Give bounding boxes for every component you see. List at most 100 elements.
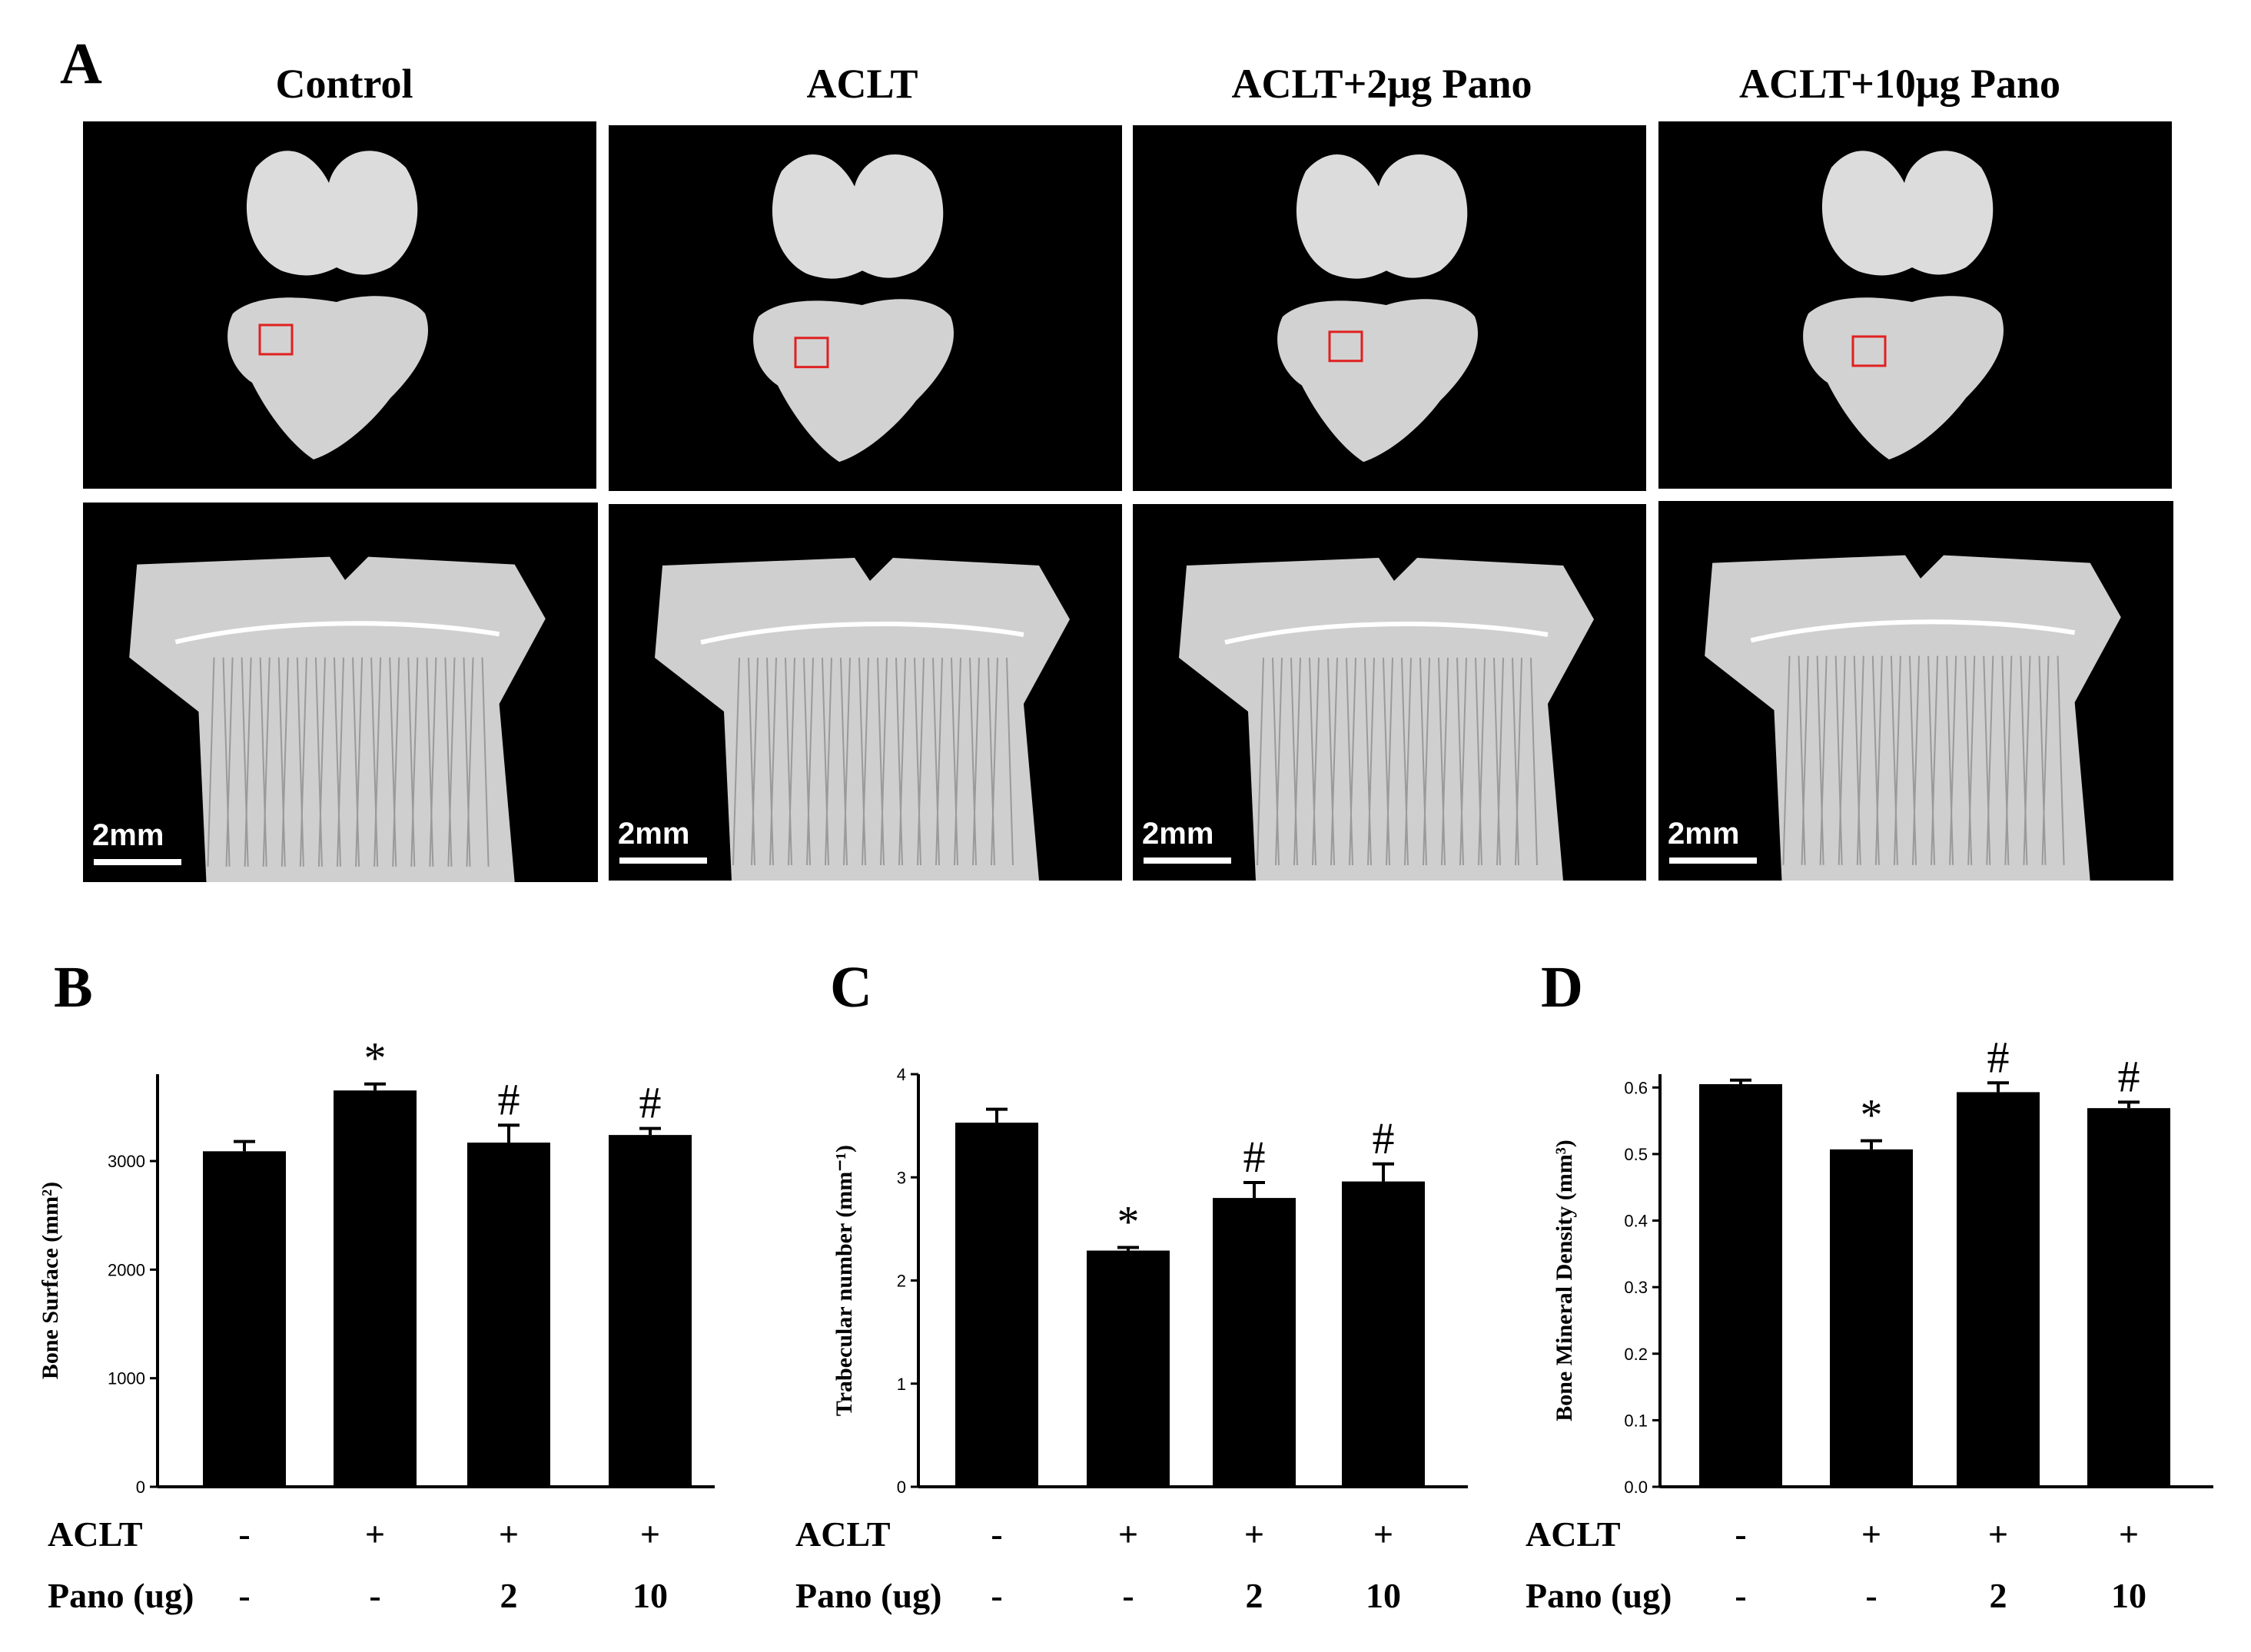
knee-image-control: [83, 121, 596, 489]
trabecula: [374, 657, 382, 867]
trabecula: [1006, 657, 1014, 866]
roi-box: [794, 337, 829, 369]
pano-value: -: [238, 1576, 251, 1615]
trabecula: [1853, 655, 1861, 865]
pano-value: 10: [632, 1576, 668, 1615]
row-label-aclt: ACLT: [795, 1514, 891, 1554]
trabecula: [785, 657, 792, 866]
pano-value: 2: [1989, 1576, 2007, 1615]
pano-value: 10: [1366, 1576, 1401, 1615]
trabecula: [370, 657, 379, 867]
tibia-shape: [753, 299, 954, 463]
trabecula: [951, 657, 958, 866]
panel-a-letter: A: [60, 32, 102, 96]
trabecula: [1986, 655, 1994, 865]
section-image-aclt: 2mm: [609, 504, 1122, 881]
trabecula: [1834, 655, 1843, 865]
y-tick-label: 0.4: [1624, 1212, 1648, 1231]
trabecula: [1493, 657, 1501, 866]
bar: [2087, 1108, 2170, 1487]
femur-shape: [1821, 151, 1994, 276]
trabecula: [1931, 655, 1939, 865]
section-render-svg: [1179, 558, 1594, 881]
chart-b: B 0 1000 2000 3000 Bone Surface (mm²) * # #: [38, 955, 715, 1497]
trabecula: [1459, 657, 1467, 866]
trabecula: [1386, 657, 1393, 866]
trabecula: [447, 657, 456, 867]
trabecula: [843, 657, 851, 866]
trabecula: [389, 657, 397, 867]
trabecula: [2020, 655, 2028, 865]
y-tick-label: 0: [897, 1478, 906, 1497]
trabecula: [1312, 657, 1320, 866]
scale-bar: [1144, 858, 1231, 864]
trabecula: [1257, 657, 1264, 866]
pano-value: 2: [1245, 1576, 1263, 1615]
aclt-value: +: [364, 1514, 386, 1554]
roi-box: [258, 323, 294, 356]
trabecula: [296, 657, 304, 867]
section-render-svg: [655, 558, 1070, 881]
trabecula: [336, 657, 345, 867]
trabecula: [880, 657, 888, 866]
scale-bar-label: 2mm: [618, 817, 690, 851]
bone-render-svg: [227, 151, 428, 459]
bar: [609, 1135, 692, 1487]
roi-box: [1328, 330, 1363, 363]
tibia-shape: [227, 296, 428, 459]
pano-value: -: [1122, 1576, 1134, 1615]
trabecula: [858, 657, 866, 866]
trabecula: [1349, 657, 1356, 866]
significance-hash: #: [2118, 1051, 2140, 1101]
knee-image-aclt-10ug: [1658, 121, 2172, 489]
y-tick-label: 0.5: [1624, 1145, 1648, 1164]
significance-hash: #: [639, 1078, 662, 1128]
section-bone-shape: [655, 558, 1070, 881]
aclt-value: -: [1735, 1514, 1747, 1554]
row-label-aclt: ACLT: [1526, 1514, 1621, 1554]
trabecula: [222, 657, 231, 867]
trabecula: [2041, 655, 2050, 865]
trabecula: [1967, 655, 1976, 865]
y-tick-label: 2: [897, 1272, 906, 1291]
trabecula: [407, 657, 416, 867]
scale-bar-label: 2mm: [1142, 817, 1214, 851]
scale-bar-label: 2mm: [92, 818, 164, 852]
trabecula: [1423, 657, 1430, 866]
y-axis-label: Bone Mineral Density (mm³): [1552, 1139, 1577, 1421]
knee-image-aclt-2ug: [1133, 125, 1646, 491]
trabecula: [1475, 657, 1482, 866]
trabecula: [1911, 655, 1921, 865]
trabecula: [1478, 657, 1486, 866]
title-aclt-2ug-pano: ACLT+2μg Pano: [1231, 61, 1532, 107]
trabecula: [1874, 655, 1883, 865]
bar: [1087, 1250, 1170, 1487]
panel-letter: D: [1541, 955, 1583, 1020]
trabecula: [806, 657, 814, 866]
trabecula: [1949, 655, 1957, 865]
trabecula: [932, 657, 940, 866]
trabecula: [1856, 655, 1864, 865]
significance-hash: #: [1987, 1032, 2010, 1082]
bar: [1830, 1149, 1913, 1487]
trabecula: [917, 657, 925, 866]
femur-shape: [1296, 154, 1468, 279]
trabecula: [766, 657, 774, 866]
bone-render-svg: [1277, 154, 1478, 463]
row-label-aclt: ACLT: [48, 1514, 143, 1554]
section-image-control: 2mm: [83, 503, 598, 882]
trabecula: [825, 657, 832, 866]
pano-value: -: [991, 1576, 1003, 1615]
bone-render-svg: [753, 154, 954, 463]
trabecula: [2001, 655, 2010, 865]
trabecula: [2023, 655, 2031, 865]
trabecula: [241, 657, 249, 867]
trabecula: [788, 657, 795, 866]
bar: [1957, 1092, 2040, 1487]
trabecula: [1272, 657, 1280, 866]
trabecula: [1512, 657, 1519, 866]
trabecula: [410, 657, 419, 867]
trabecula: [277, 657, 286, 867]
trabecula: [1946, 655, 1954, 865]
section-render-svg: [1705, 555, 2121, 881]
